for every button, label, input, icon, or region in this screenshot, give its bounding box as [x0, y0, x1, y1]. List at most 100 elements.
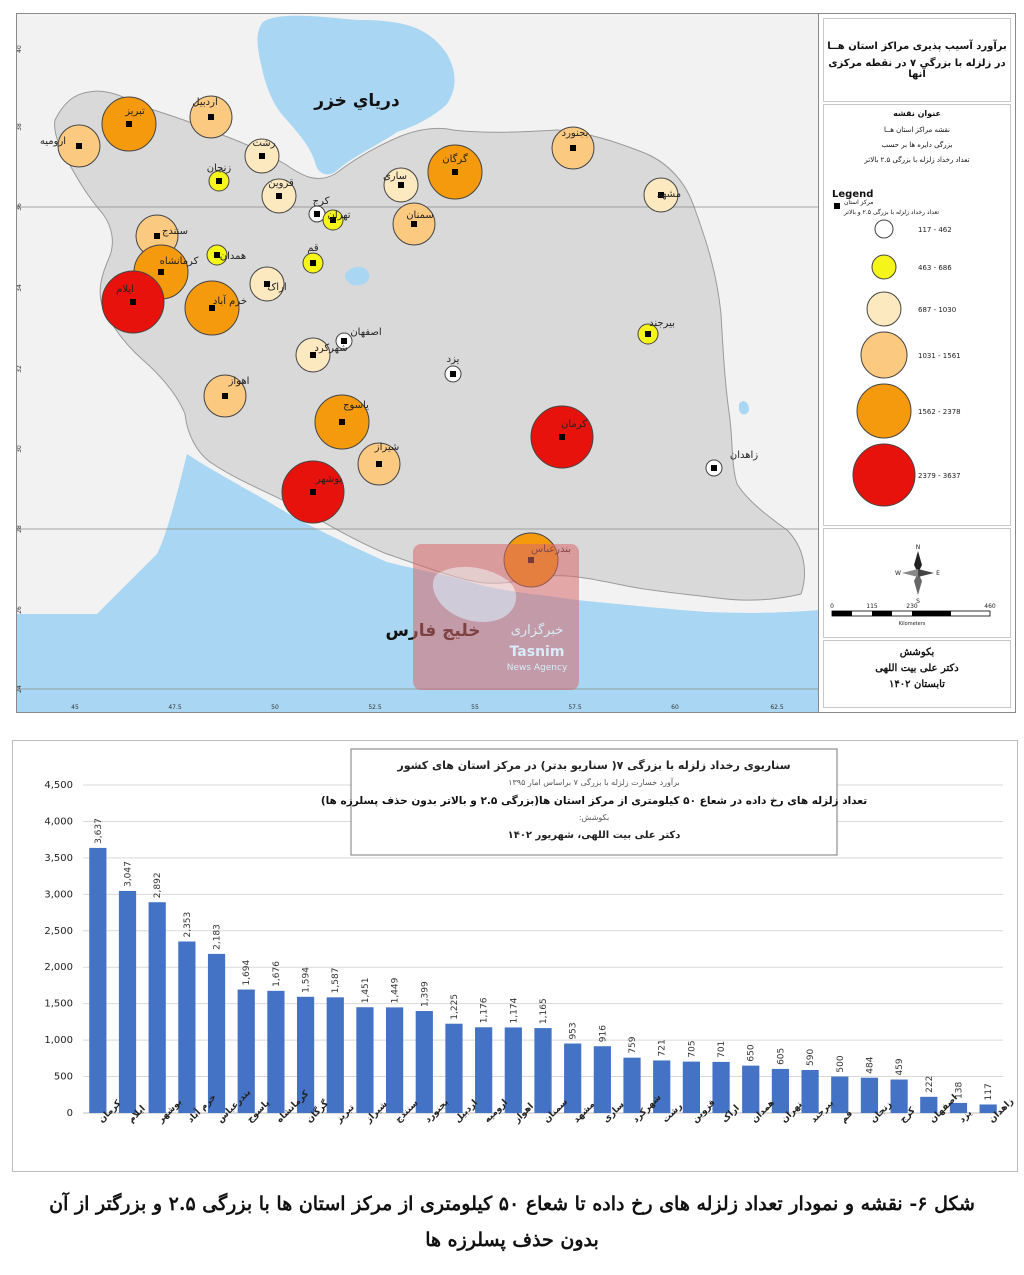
city-label: ارومیه: [40, 136, 66, 147]
bar: [623, 1057, 641, 1113]
bar: [742, 1065, 760, 1113]
lon-tick: 55: [471, 704, 479, 711]
city-label: کرج: [313, 196, 330, 207]
legend-symbol: [856, 383, 912, 439]
bar-value-label: 1,225: [450, 994, 460, 1020]
capital-marker-icon: [398, 182, 404, 188]
scale-tick-1: 115: [866, 603, 878, 610]
legend-range-label: 1031 - 1561: [918, 352, 961, 360]
capital-marker-icon: [154, 233, 160, 239]
bar-value-label: 701: [717, 1041, 727, 1058]
hamoun-lake: [739, 401, 749, 415]
bar: [860, 1077, 879, 1113]
city-label: بجنورد: [562, 128, 589, 139]
capital-marker-icon: [276, 193, 282, 199]
scale-bar: 0 115 230 460 Kilometers: [830, 603, 996, 627]
city-2: ارومیه: [40, 124, 101, 168]
credit-name: دکتر علی بیت اللهی: [875, 663, 959, 674]
legend-class-2: 463 - 686: [871, 254, 952, 280]
bar-value-label: 2,183: [213, 924, 223, 950]
city-label: تهران: [327, 210, 350, 221]
legend-range-label: 2379 - 3637: [918, 472, 961, 480]
legend-symbol: [871, 254, 897, 280]
bar-chart: 0 500 1,000 1,500 2,000 2,500 3,000 3,500 4,000 4…: [44, 748, 1016, 1126]
city-label: شهرکرد: [314, 343, 347, 354]
chart-panel: 0 500 1,000 1,500 2,000 2,500 3,000 3,500 4,000 4…: [12, 740, 1018, 1172]
city-4: زنجان: [207, 163, 231, 192]
map-panel: 40 38 36 34 32 30 28 26 24 45 47.5 50 52.5 55 57.5 60 62…: [16, 13, 820, 713]
chart-value-labels: 3,637 3,047 2,892 2,353 2,183 1,694 1,676 1,594…: [94, 818, 994, 1100]
caspian-sea-label: درياي خزر: [313, 91, 400, 111]
north-scale-box: N S E W 0 115 230 460 Kilometers: [823, 528, 1011, 638]
chart-credit-label: بکوشش:: [579, 813, 609, 822]
caption-line1: شکل ۶- نقشه و نمودار تعداد زلزله های رخ …: [49, 1193, 975, 1215]
bar-value-label: 916: [598, 1025, 608, 1042]
bar: [801, 1069, 819, 1113]
capital-marker-icon: [130, 299, 136, 305]
lat-tick: 30: [17, 445, 23, 453]
lat-tick: 32: [17, 365, 23, 373]
y-tick-label: 0: [67, 1108, 73, 1119]
city-22: شهرکرد: [295, 337, 348, 373]
city-label: رشت: [252, 138, 275, 149]
bar-value-label: 1,174: [509, 997, 519, 1023]
legend-symbol: [852, 443, 916, 507]
legend-class-4: 1031 - 1561: [860, 331, 961, 379]
bar: [890, 1079, 908, 1113]
bar: [415, 1011, 433, 1113]
bar-value-label: 117: [984, 1083, 994, 1100]
city-label: شیراز: [374, 442, 400, 453]
y-tick-label: 2,000: [44, 962, 73, 973]
lat-tick: 40: [17, 45, 23, 53]
bar: [949, 1102, 968, 1113]
bar: [445, 1023, 463, 1113]
y-tick-label: 500: [54, 1072, 73, 1083]
chart-y-tick-labels: 0 500 1,000 1,500 2,000 2,500 3,000 3,500 4,000 4…: [44, 780, 73, 1119]
legend-range-label: 463 - 686: [918, 264, 952, 272]
city-9: قم: [302, 243, 324, 274]
legend-size-label: تعداد رخداد زلزله با بزرگی ۲.۵ و بالاتر: [844, 209, 939, 216]
capital-marker-icon: [222, 393, 228, 399]
city-19: خرم آباد: [184, 280, 247, 336]
bar: [356, 1007, 374, 1113]
lat-tick: 28: [17, 525, 23, 533]
credit-heading: بکوشش: [899, 647, 935, 658]
legend-class-symbols: 117 - 462 463 - 686 687 - 1030 1031 - 1561 1…: [852, 219, 961, 507]
bar-value-label: 459: [895, 1058, 905, 1075]
legend-class-1: 117 - 462: [874, 219, 952, 239]
capital-marker-icon: [76, 143, 82, 149]
bar: [207, 953, 226, 1113]
bar-value-label: 1,176: [480, 997, 490, 1023]
capital-marker-icon: [570, 145, 576, 151]
lat-tick: 24: [17, 685, 23, 693]
city-label: ساری: [383, 171, 407, 182]
city-label: تبریز: [124, 106, 145, 117]
scale-unit: Kilometers: [899, 621, 926, 627]
bar: [534, 1028, 552, 1113]
city-28: بوشهر: [281, 460, 345, 524]
city-label: کرمان: [561, 419, 587, 430]
legend-heading: Legend: [832, 189, 874, 200]
bar: [148, 902, 166, 1113]
city-10: ساری: [383, 167, 419, 203]
bar-value-label: 953: [569, 1022, 579, 1039]
bar-value-label: 138: [954, 1081, 964, 1098]
bar-value-label: 2,892: [153, 872, 163, 898]
city-label: اراک: [267, 282, 286, 293]
legend-range-label: 687 - 1030: [918, 306, 956, 314]
city-20: اراک: [249, 266, 287, 302]
bar: [296, 996, 315, 1113]
capital-marker-icon: [216, 178, 222, 184]
city-label: کرمانشاه: [160, 256, 199, 267]
iran-map: 40 38 36 34 32 30 28 26 24 45 47.5 50 52.5 55 57.5 60 62…: [17, 14, 819, 712]
capital-marker-icon: [330, 217, 336, 223]
lat-tick: 36: [17, 203, 23, 211]
bar-value-label: 1,165: [539, 998, 549, 1024]
bar: [653, 1060, 671, 1113]
capital-marker-icon: [158, 269, 164, 275]
city-21: اصفهان: [335, 327, 382, 350]
capital-marker-icon: [264, 281, 270, 287]
city-8: تهران: [322, 209, 351, 231]
legend-symbol: [866, 291, 902, 327]
credit-date: تابستان ۱۴۰۲: [889, 679, 945, 690]
